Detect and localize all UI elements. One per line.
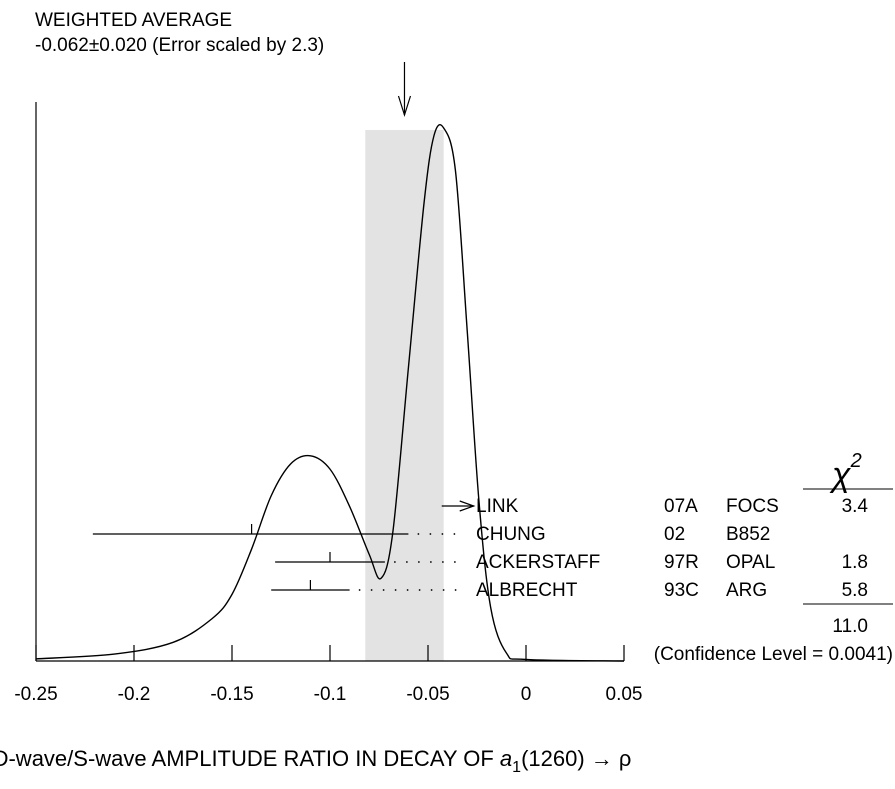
entry-experiment: FOCS xyxy=(726,496,779,517)
leader-dot xyxy=(405,561,408,563)
chi2-header: χ2 xyxy=(829,450,862,494)
x-tick-label: 0.05 xyxy=(606,684,643,705)
entry-year: 93C xyxy=(664,580,699,601)
x-tick-label: -0.15 xyxy=(210,684,253,705)
entry-chi2: 1.8 xyxy=(842,552,868,573)
entry-experiment: ARG xyxy=(726,580,767,601)
leader-dot xyxy=(429,533,432,535)
x-axis-label: D-wave/S-wave AMPLITUDE RATIO IN DECAY O… xyxy=(0,746,631,776)
chi2-total: 11.0 xyxy=(832,616,868,637)
entry-year: 97R xyxy=(664,552,699,573)
leader-dot xyxy=(358,589,361,591)
entry-year: 07A xyxy=(664,496,698,517)
x-tick-label: -0.05 xyxy=(406,684,449,705)
leader-dot xyxy=(418,589,421,591)
entry-name: LINK xyxy=(476,496,519,517)
leader-dot xyxy=(406,589,409,591)
leader-dot xyxy=(394,589,397,591)
confidence-level: (Confidence Level = 0.0041) xyxy=(654,644,893,665)
leader-dot xyxy=(441,561,444,563)
leader-dot xyxy=(393,561,396,563)
leader-dot xyxy=(442,589,445,591)
measurement-leader-dots xyxy=(358,533,457,591)
entry-chi2: 3.4 xyxy=(842,496,869,517)
leader-dot xyxy=(430,589,433,591)
leader-dot xyxy=(429,561,432,563)
average-arrow xyxy=(397,62,412,117)
entry-year: 02 xyxy=(664,524,685,545)
entry-chi2: 5.8 xyxy=(842,580,868,601)
leader-dot xyxy=(453,561,456,563)
measurement-table: χ2 LINK 07A FOCS 3.4 CHUNG 02 B852 ACKER… xyxy=(476,450,893,665)
leader-dot xyxy=(370,589,373,591)
x-tick-label: 0 xyxy=(521,684,532,705)
leader-dot xyxy=(453,533,456,535)
x-tick-label: -0.2 xyxy=(118,684,151,705)
entry-name: ACKERSTAFF xyxy=(476,552,600,573)
entry-name: ALBRECHT xyxy=(476,580,578,601)
leader-dot xyxy=(382,589,385,591)
measurement-markers xyxy=(92,500,476,591)
leader-dot xyxy=(417,533,420,535)
limit-arrowhead xyxy=(459,500,476,512)
leader-dot xyxy=(417,561,420,563)
x-tick-label: -0.25 xyxy=(14,684,57,705)
chart-title: WEIGHTED AVERAGE xyxy=(35,10,232,31)
average-value-text: -0.062±0.020 (Error scaled by 2.3) xyxy=(35,35,324,56)
leader-dot xyxy=(454,589,457,591)
entry-experiment: B852 xyxy=(726,524,770,545)
x-tick-label: -0.1 xyxy=(314,684,347,705)
entry-name: CHUNG xyxy=(476,524,546,545)
entry-experiment: OPAL xyxy=(726,552,775,573)
leader-dot xyxy=(441,533,444,535)
average-error-band xyxy=(365,130,444,661)
x-axis-ticks: -0.25 -0.2 -0.15 -0.1 -0.05 0 0.05 xyxy=(14,645,642,705)
ideogram-curve xyxy=(35,124,625,662)
